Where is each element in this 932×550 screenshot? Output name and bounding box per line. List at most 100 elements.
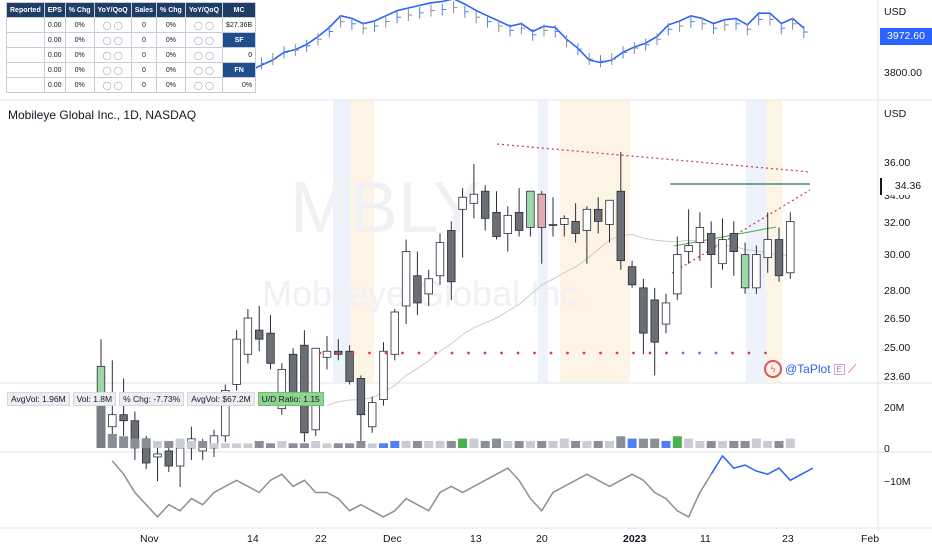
candle[interactable] bbox=[175, 447, 185, 467]
candle[interactable] bbox=[627, 266, 637, 286]
candle[interactable] bbox=[480, 190, 490, 219]
candle[interactable] bbox=[582, 208, 592, 231]
volume-bar[interactable] bbox=[435, 440, 445, 448]
event-marker[interactable] bbox=[599, 351, 602, 355]
candle[interactable] bbox=[786, 220, 795, 274]
candle[interactable] bbox=[164, 450, 173, 467]
volume-bar[interactable] bbox=[356, 440, 366, 448]
candle[interactable] bbox=[526, 190, 535, 228]
candle[interactable] bbox=[673, 254, 682, 295]
volume-bar[interactable] bbox=[367, 443, 377, 448]
volume-bar[interactable] bbox=[333, 443, 343, 448]
event-marker[interactable] bbox=[698, 351, 701, 355]
candle[interactable] bbox=[571, 220, 580, 234]
candle[interactable] bbox=[356, 378, 366, 416]
event-marker[interactable] bbox=[747, 351, 751, 355]
volume-bar[interactable] bbox=[492, 438, 501, 448]
candle[interactable] bbox=[639, 287, 648, 334]
volume-bar[interactable] bbox=[198, 440, 208, 448]
volume-bar[interactable] bbox=[446, 440, 456, 448]
event-marker[interactable] bbox=[681, 351, 685, 355]
volume-bar[interactable] bbox=[503, 440, 513, 448]
volume-bar[interactable] bbox=[751, 438, 761, 448]
volume-bar[interactable] bbox=[119, 436, 129, 448]
event-marker[interactable] bbox=[483, 351, 487, 355]
candle[interactable] bbox=[503, 214, 512, 234]
volume-bar[interactable] bbox=[638, 438, 648, 448]
candle[interactable] bbox=[684, 245, 693, 252]
volume-bar[interactable] bbox=[164, 440, 174, 448]
event-marker[interactable] bbox=[731, 351, 734, 355]
candle[interactable] bbox=[458, 196, 467, 210]
candle[interactable] bbox=[311, 347, 320, 431]
event-marker[interactable] bbox=[533, 351, 536, 355]
volume-bar[interactable] bbox=[288, 443, 298, 448]
trendline-upper[interactable] bbox=[496, 143, 811, 173]
volume-bar[interactable] bbox=[186, 440, 196, 448]
event-marker[interactable] bbox=[384, 351, 388, 355]
volume-bar[interactable] bbox=[469, 438, 479, 448]
volume-bar[interactable] bbox=[401, 440, 411, 448]
volume-bar[interactable] bbox=[616, 436, 626, 448]
volume-bar[interactable] bbox=[514, 440, 524, 448]
candle[interactable] bbox=[108, 414, 117, 428]
candle[interactable] bbox=[447, 230, 456, 283]
event-marker[interactable] bbox=[318, 351, 322, 355]
event-marker[interactable] bbox=[368, 351, 371, 355]
volume-bar[interactable] bbox=[695, 440, 705, 448]
candle[interactable] bbox=[718, 239, 727, 265]
volume-bar[interactable] bbox=[763, 440, 773, 448]
volume-bar[interactable] bbox=[175, 438, 185, 448]
event-marker[interactable] bbox=[516, 351, 520, 355]
volume-bar[interactable] bbox=[311, 440, 321, 448]
volume-bar[interactable] bbox=[706, 440, 716, 448]
volume-bar[interactable] bbox=[390, 440, 400, 448]
candle[interactable] bbox=[254, 329, 264, 340]
candle[interactable] bbox=[300, 344, 309, 434]
volume-bar[interactable] bbox=[322, 443, 332, 448]
candle[interactable] bbox=[266, 332, 275, 364]
volume-bar[interactable] bbox=[605, 440, 614, 448]
candle[interactable] bbox=[345, 350, 354, 382]
volume-bar[interactable] bbox=[424, 440, 434, 448]
volume-bar[interactable] bbox=[774, 440, 784, 448]
event-marker[interactable] bbox=[764, 351, 767, 355]
event-marker[interactable] bbox=[632, 351, 635, 355]
volume-bar[interactable] bbox=[299, 443, 309, 448]
candle[interactable] bbox=[413, 275, 422, 304]
candle[interactable] bbox=[514, 211, 524, 231]
candle[interactable] bbox=[334, 350, 343, 355]
candle[interactable] bbox=[752, 254, 761, 289]
candle[interactable] bbox=[616, 190, 625, 262]
event-marker[interactable] bbox=[665, 351, 668, 355]
volume-bar[interactable] bbox=[537, 440, 547, 448]
candle[interactable] bbox=[537, 193, 546, 228]
candle[interactable] bbox=[560, 217, 569, 225]
volume-bar[interactable] bbox=[141, 438, 151, 448]
volume-bar[interactable] bbox=[220, 443, 230, 448]
candle[interactable] bbox=[469, 193, 479, 204]
volume-bar[interactable] bbox=[412, 440, 422, 448]
event-marker[interactable] bbox=[450, 351, 454, 355]
candle[interactable] bbox=[435, 242, 445, 277]
volume-bar[interactable] bbox=[684, 438, 694, 448]
volume-bar[interactable] bbox=[277, 440, 287, 448]
volume-bar[interactable] bbox=[458, 438, 468, 448]
candle[interactable] bbox=[119, 414, 128, 422]
volume-bar[interactable] bbox=[785, 438, 795, 448]
volume-bar[interactable] bbox=[209, 443, 219, 448]
volume-bar[interactable] bbox=[254, 440, 264, 448]
candle[interactable] bbox=[605, 199, 614, 225]
candle[interactable] bbox=[695, 227, 705, 243]
volume-bar[interactable] bbox=[379, 443, 388, 448]
earnings-e-icon[interactable]: E bbox=[833, 363, 845, 375]
event-marker[interactable] bbox=[566, 351, 569, 355]
volume-bar[interactable] bbox=[266, 443, 275, 448]
candle[interactable] bbox=[153, 453, 162, 458]
event-marker[interactable] bbox=[500, 351, 503, 355]
candle[interactable] bbox=[740, 254, 750, 289]
candle[interactable] bbox=[774, 239, 784, 277]
event-marker[interactable] bbox=[417, 351, 421, 355]
volume-bar[interactable] bbox=[232, 443, 242, 448]
candle[interactable] bbox=[424, 278, 433, 295]
